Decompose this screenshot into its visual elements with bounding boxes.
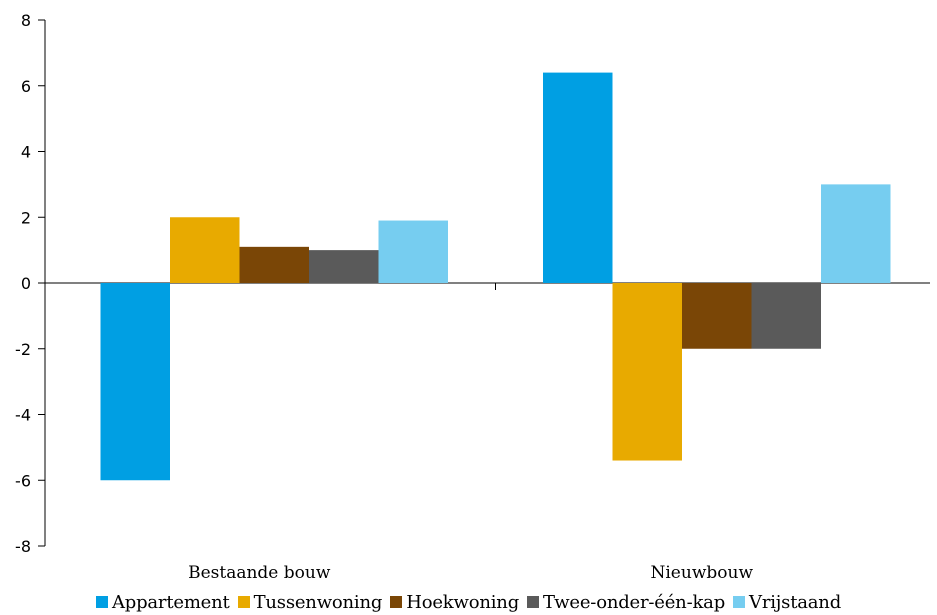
- legend-item: Vrijstaand: [733, 592, 841, 613]
- bar-vrijstaand-0: [378, 220, 448, 283]
- legend: Appartement Tussenwoning Hoekwoning Twee-on…: [0, 589, 937, 615]
- labels: 8 6 4 2 0 -2 -4 -6 -8 Bestaande bouw Nieuwbouw: [15, 11, 753, 583]
- legend-label: Hoekwoning: [406, 591, 520, 613]
- bar-twee-onder-n-kap-0: [309, 250, 379, 283]
- legend-swatch: [95, 596, 108, 608]
- y-tick-label: 4: [21, 143, 31, 162]
- bar-tussenwoning-1: [612, 283, 682, 461]
- legend-swatch: [733, 596, 746, 608]
- bars: [100, 72, 891, 481]
- legend-swatch: [390, 596, 403, 608]
- y-tick-label: -2: [15, 340, 31, 359]
- y-tick-label: 8: [21, 11, 31, 30]
- bar-hoekwoning-0: [239, 246, 309, 283]
- y-tick-label: 6: [21, 77, 31, 96]
- bar-appartement-0: [100, 283, 170, 481]
- y-tick-label: -6: [15, 471, 31, 490]
- x-category-label: Nieuwbouw: [651, 563, 754, 583]
- legend-label: Vrijstaand: [749, 591, 842, 613]
- legend-item: Twee-onder-één-kap: [527, 592, 725, 613]
- legend-swatch: [237, 596, 250, 608]
- bar-tussenwoning-0: [170, 217, 240, 283]
- legend-item: Tussenwoning: [237, 591, 383, 613]
- legend-item: Appartement: [95, 591, 230, 613]
- bar-chart: 8 6 4 2 0 -2 -4 -6 -8 Bestaande bouw Nieuwbouw: [15, 11, 930, 583]
- x-category-label: Bestaande bouw: [188, 563, 331, 583]
- y-tick-label: -8: [15, 537, 31, 556]
- legend-label: Tussenwoning: [253, 591, 383, 613]
- legend-swatch: [527, 596, 540, 608]
- y-tick-label: 2: [21, 208, 31, 227]
- bar-appartement-1: [543, 72, 613, 283]
- legend-label: Twee-onder-één-kap: [543, 591, 726, 613]
- bar-twee-onder-n-kap-1: [751, 283, 821, 349]
- y-tick-label: 0: [21, 274, 31, 293]
- bar-vrijstaand-1: [821, 184, 891, 283]
- y-tick-label: -4: [15, 406, 31, 425]
- bar-hoekwoning-1: [682, 283, 752, 349]
- legend-item: Hoekwoning: [390, 592, 519, 613]
- legend-label: Appartement: [111, 591, 230, 613]
